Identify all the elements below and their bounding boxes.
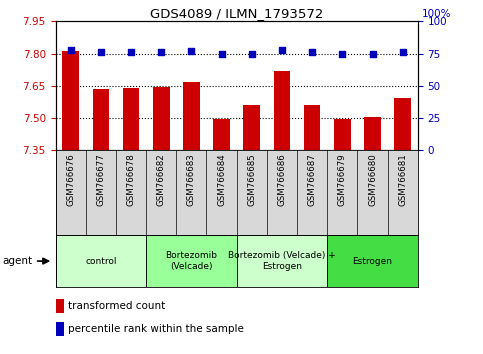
Text: control: control <box>85 257 116 266</box>
Text: GSM766687: GSM766687 <box>308 153 317 206</box>
Bar <box>237 235 327 287</box>
Bar <box>153 87 170 150</box>
Point <box>248 51 256 56</box>
Bar <box>327 235 418 287</box>
Bar <box>274 71 290 150</box>
Text: GSM766681: GSM766681 <box>398 153 407 206</box>
Bar <box>213 119 230 150</box>
Point <box>369 51 376 56</box>
Bar <box>146 235 237 287</box>
Bar <box>334 119 351 150</box>
Point <box>399 50 407 55</box>
Text: percentile rank within the sample: percentile rank within the sample <box>68 324 243 334</box>
Point <box>339 51 346 56</box>
Text: GSM766679: GSM766679 <box>338 153 347 206</box>
Bar <box>243 105 260 150</box>
Text: GSM766682: GSM766682 <box>156 153 166 206</box>
Text: GSM766680: GSM766680 <box>368 153 377 206</box>
Point <box>308 50 316 55</box>
Text: transformed count: transformed count <box>68 301 165 311</box>
Point <box>67 47 74 52</box>
Text: Bortezomib (Velcade) +
Estrogen: Bortezomib (Velcade) + Estrogen <box>228 251 336 271</box>
Text: GSM766676: GSM766676 <box>66 153 75 206</box>
Point <box>187 48 195 54</box>
Text: 100%: 100% <box>421 8 451 19</box>
Text: GSM766686: GSM766686 <box>277 153 286 206</box>
Bar <box>304 105 320 150</box>
Point <box>97 50 105 55</box>
Text: GSM766684: GSM766684 <box>217 153 226 206</box>
Bar <box>62 51 79 150</box>
Point <box>127 50 135 55</box>
Bar <box>93 89 109 150</box>
Text: Bortezomib
(Velcade): Bortezomib (Velcade) <box>165 251 217 271</box>
Bar <box>395 98 411 150</box>
Point <box>157 50 165 55</box>
Text: agent: agent <box>2 256 32 266</box>
Text: GSM766677: GSM766677 <box>96 153 105 206</box>
Text: GSM766683: GSM766683 <box>187 153 196 206</box>
Text: GSM766678: GSM766678 <box>127 153 136 206</box>
Point <box>278 47 286 52</box>
Bar <box>123 88 139 150</box>
Point <box>218 51 226 56</box>
Bar <box>183 81 199 150</box>
Text: GSM766685: GSM766685 <box>247 153 256 206</box>
Title: GDS4089 / ILMN_1793572: GDS4089 / ILMN_1793572 <box>150 7 323 20</box>
Bar <box>364 117 381 150</box>
Text: Estrogen: Estrogen <box>353 257 393 266</box>
Bar <box>56 235 146 287</box>
